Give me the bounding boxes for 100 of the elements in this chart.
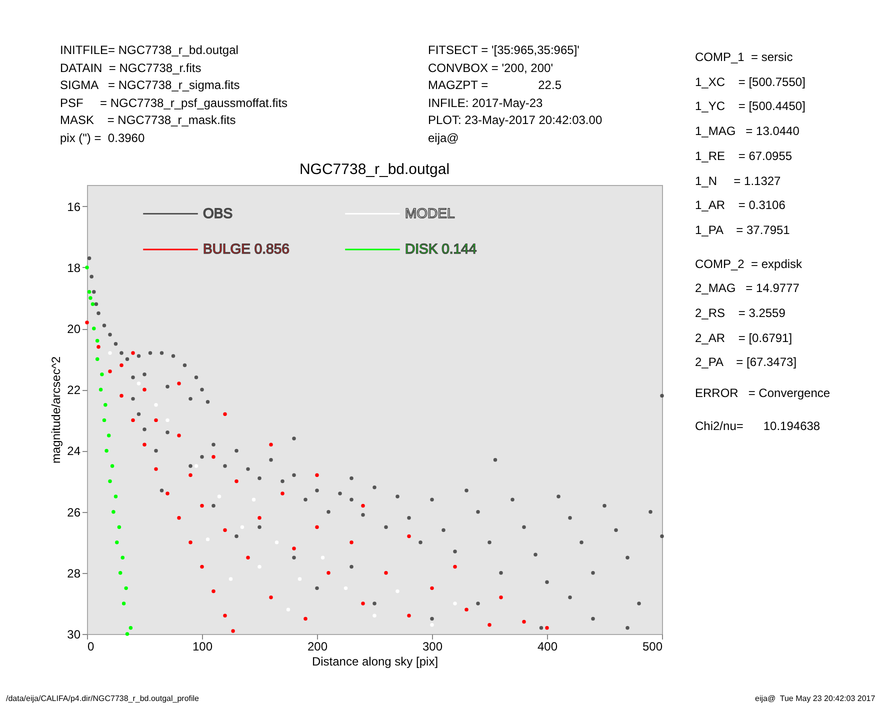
point <box>212 589 216 594</box>
point <box>177 434 181 438</box>
point <box>120 394 124 398</box>
point <box>407 614 411 618</box>
point <box>142 388 146 392</box>
point <box>177 516 181 520</box>
text: 1_MAG = 13.0440 <box>695 124 800 140</box>
point <box>223 412 227 416</box>
point <box>102 418 106 422</box>
chart-title: NGC7738_r_bd.outgal <box>299 161 450 178</box>
point <box>231 629 235 633</box>
text: SIGMA = NGC7738_r_sigma.fits <box>60 78 240 93</box>
point <box>200 504 204 508</box>
point <box>223 528 227 532</box>
point <box>98 388 103 392</box>
point <box>361 602 365 606</box>
point <box>95 357 100 361</box>
point <box>96 345 100 349</box>
point <box>108 369 112 374</box>
point <box>166 492 170 496</box>
point <box>269 595 273 600</box>
point <box>154 418 158 422</box>
point <box>114 494 118 498</box>
legend-label: BULGE 0.856 <box>203 240 290 256</box>
point <box>234 479 238 484</box>
point <box>95 338 100 343</box>
text: Chi2/nu= 10.194638 <box>695 418 820 434</box>
y-tick-label: 24 <box>67 444 81 458</box>
point <box>122 602 126 606</box>
x-tick-label: 500 <box>642 640 663 654</box>
text: COMP_1 = sersic <box>695 50 793 65</box>
text: 1_XC = [500.7550] <box>695 74 806 90</box>
point <box>188 540 192 544</box>
text: 1_RE = 67.0955 <box>695 148 792 164</box>
legend-label: MODEL <box>405 204 455 221</box>
text: 2_AR = [0.6791] <box>695 330 792 346</box>
legend-label: DISK 0.144 <box>405 240 477 256</box>
point <box>522 620 526 624</box>
x-tick-label: 400 <box>537 640 558 654</box>
point <box>188 473 192 478</box>
point <box>104 448 108 453</box>
text: pix (") = 0.3960 <box>60 130 145 146</box>
point <box>112 510 116 514</box>
x-tick-label: 200 <box>307 640 328 654</box>
text: 1_AR = 0.3106 <box>695 198 786 214</box>
y-axis-title: magnitude/arcsec^2 <box>49 356 64 464</box>
point <box>430 586 434 590</box>
text: 2_MAG = 14.9777 <box>695 281 800 296</box>
point <box>120 363 124 368</box>
point <box>88 296 92 300</box>
point <box>361 504 365 508</box>
point <box>499 595 503 600</box>
point <box>280 492 284 496</box>
point <box>106 434 111 438</box>
point <box>206 537 210 542</box>
point <box>212 454 216 459</box>
y-tick-label: 18 <box>67 260 81 275</box>
text: 1_N = 1.1327 <box>695 174 781 188</box>
text: 2_PA = [67.3473] <box>695 355 797 370</box>
point <box>304 616 308 621</box>
text: CONVBOX = '200, 200' <box>428 60 553 76</box>
point <box>124 586 128 590</box>
point <box>407 534 411 538</box>
point <box>320 556 325 560</box>
text: PLOT: 23-May-2017 20:42:03.00 <box>428 113 602 128</box>
text: MAGZPT = 22.5 <box>428 78 562 93</box>
point <box>118 571 122 575</box>
point <box>350 540 354 544</box>
point <box>384 571 388 575</box>
y-tick-label: 16 <box>67 200 81 214</box>
text: /data/eija/CALIFA/p4.dir/NGC7738_r_bd.outgal_profile <box>6 694 200 704</box>
point <box>258 516 262 520</box>
point <box>453 564 457 569</box>
point <box>315 473 319 478</box>
y-tick-label: 22 <box>67 383 81 398</box>
text: 1_YC = [500.4450] <box>695 99 806 114</box>
point <box>326 571 330 575</box>
text: COMP_2 = expdisk <box>695 256 802 272</box>
x-tick-label: 0 <box>88 640 94 654</box>
y-tick-label: 30 <box>67 628 81 642</box>
point <box>110 464 114 468</box>
text: INITFILE= NGC7738_r_bd.outgal <box>60 43 238 58</box>
point <box>87 290 92 294</box>
point <box>108 479 112 484</box>
point <box>545 626 549 630</box>
text: PSF = NGC7738_r_psf_gaussmoffat.fits <box>60 96 288 110</box>
text: eija@ Tue May 23 20:42:03 2017 <box>755 694 876 704</box>
point <box>131 351 135 355</box>
point <box>315 525 319 529</box>
point <box>90 302 95 306</box>
point <box>115 540 119 544</box>
y-tick-label: 20 <box>67 322 81 336</box>
legend-label: OBS <box>203 204 233 221</box>
text: MASK = NGC7738_r_mask.fits <box>60 113 236 128</box>
x-axis-title: Distance along sky [pix] <box>312 654 438 668</box>
point <box>120 556 125 560</box>
point <box>344 586 348 590</box>
text: INFILE: 2017-May-23 <box>428 96 543 110</box>
point <box>488 622 492 627</box>
text: 2_RS = 3.2559 <box>695 306 786 321</box>
